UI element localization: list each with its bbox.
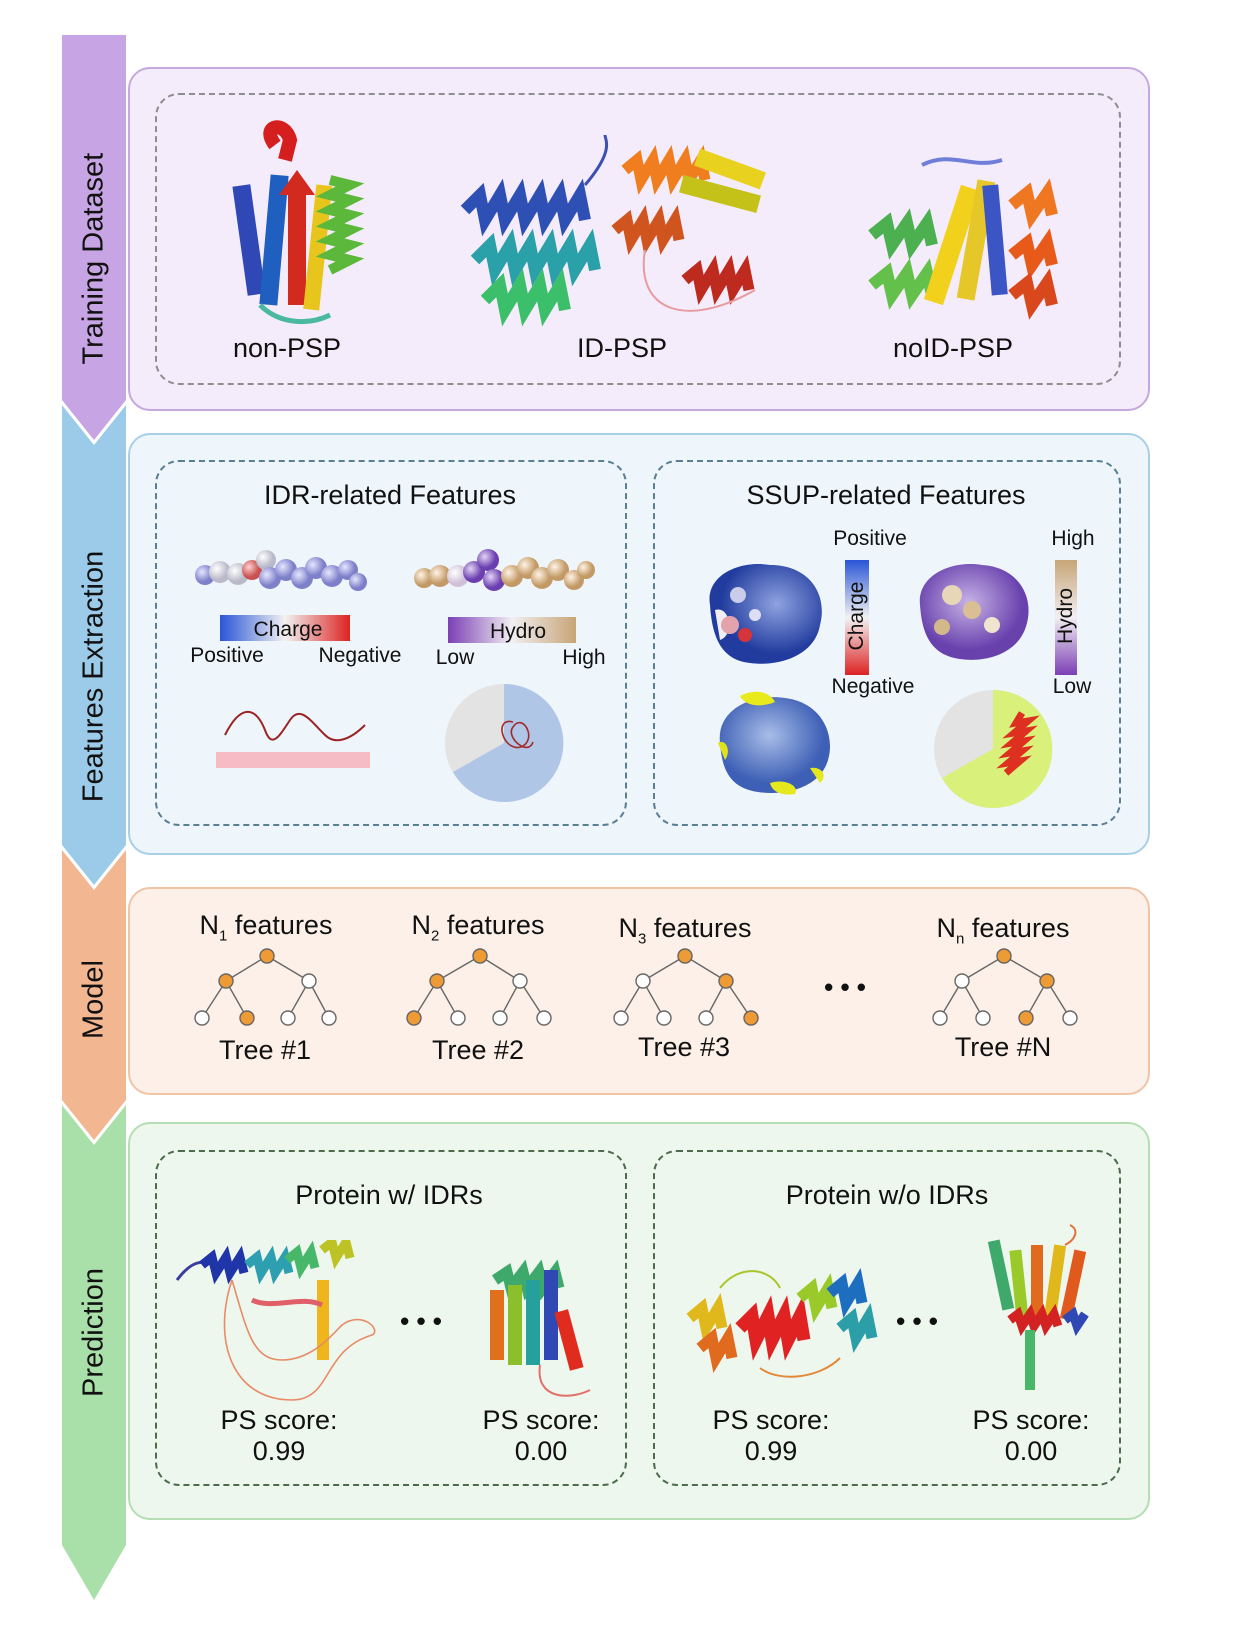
stage-arrow-features xyxy=(62,405,126,885)
tree-3-features-label: N3 features xyxy=(618,913,752,948)
protein-structure-non-psp xyxy=(232,120,365,325)
prediction-idr-score-2-label: PS score: xyxy=(482,1405,600,1435)
ssup-hydro-low-label: Low xyxy=(1052,675,1092,698)
tree-n-label: Tree #N xyxy=(954,1032,1052,1062)
stage-arrow-bar xyxy=(62,35,126,1600)
predicted-protein-idr-high xyxy=(175,1240,376,1401)
stage-label-model: Model xyxy=(77,960,110,1039)
tree-2-features-label: N2 features xyxy=(411,910,545,945)
tree-n-features-label: Nn features xyxy=(936,913,1070,948)
predicted-protein-no-idr-low xyxy=(987,1224,1089,1390)
idr-charge-negative-label: Negative xyxy=(318,644,402,667)
idr-hydro-label: Hydro xyxy=(489,620,547,643)
ssup-surface-patch-model xyxy=(718,691,831,795)
idr-charge-colorbar xyxy=(220,615,350,641)
idr-hydro-sphere-model xyxy=(414,549,595,591)
ssup-hydro-high-label: High xyxy=(1051,527,1095,550)
prediction-no-idr-ellipsis: • • • xyxy=(896,1306,938,1336)
training-label-non-psp: non-PSP xyxy=(232,333,342,363)
idr-disorder-profile xyxy=(216,710,370,768)
idr-hydro-colorbar xyxy=(448,617,576,643)
ssup-charge-negative-label: Negative xyxy=(831,675,915,698)
prediction-no-idr-title: Protein w/o IDRs xyxy=(785,1180,989,1210)
stage-arrow-prediction xyxy=(62,1105,126,1600)
ssup-charge-label: Charge xyxy=(845,581,868,651)
prediction-no-idr-score-2-value: 0.00 xyxy=(1004,1436,1058,1466)
prediction-no-idr-score-1-label: PS score: xyxy=(712,1405,830,1435)
stage-label-training: Training Dataset xyxy=(77,152,110,365)
ssup-features-frame xyxy=(653,460,1121,826)
protein-structure-noid-psp xyxy=(868,157,1058,320)
tree-3-label: Tree #3 xyxy=(637,1032,731,1062)
training-dataset-frame xyxy=(155,93,1121,385)
ssup-features-title: SSUP-related Features xyxy=(746,480,1026,510)
prediction-no-idr-score-1-value: 0.99 xyxy=(744,1436,798,1466)
ssup-hydro-surface xyxy=(919,564,1029,660)
training-label-id-psp: ID-PSP xyxy=(576,333,668,363)
ssup-hydro-colorbar xyxy=(1055,560,1077,675)
idr-disorder-pie xyxy=(445,683,564,802)
idr-charge-positive-label: Positive xyxy=(190,644,264,667)
model-panel xyxy=(128,887,1150,1095)
stage-arrow-training xyxy=(62,35,126,440)
idr-features-frame xyxy=(155,460,627,826)
training-label-noid-psp: noID-PSP xyxy=(892,333,1014,363)
idr-charge-label: Charge xyxy=(253,618,323,641)
prediction-idr-frame xyxy=(155,1150,627,1486)
prediction-idr-title: Protein w/ IDRs xyxy=(295,1180,483,1210)
idr-charge-sphere-model xyxy=(195,550,367,591)
tree-2-label: Tree #2 xyxy=(431,1035,525,1065)
prediction-no-idr-frame xyxy=(653,1150,1121,1486)
predicted-protein-idr-low xyxy=(490,1259,591,1397)
prediction-no-idr-score-2-label: PS score: xyxy=(972,1405,1090,1435)
stage-label-features: Features Extraction xyxy=(77,550,110,803)
stage-label-prediction: Prediction xyxy=(77,1268,110,1397)
ssup-charge-positive-label: Positive xyxy=(833,527,907,550)
protein-structure-id-psp xyxy=(460,134,766,327)
ssup-charge-surface xyxy=(709,564,822,664)
ssup-hydro-label: Hydro xyxy=(1054,587,1077,645)
predicted-protein-no-idr-high xyxy=(686,1267,878,1378)
tree-1-label: Tree #1 xyxy=(218,1035,312,1065)
idr-hydro-high-label: High xyxy=(562,646,606,669)
prediction-panel xyxy=(128,1122,1150,1520)
ssup-charge-colorbar xyxy=(845,560,869,675)
model-ellipsis: • • • xyxy=(824,972,866,1002)
decision-trees xyxy=(194,948,1078,1026)
stage-arrow-model xyxy=(62,850,126,1140)
prediction-idr-score-1-label: PS score: xyxy=(220,1405,338,1435)
prediction-idr-score-2-value: 0.00 xyxy=(514,1436,568,1466)
idr-hydro-low-label: Low xyxy=(435,646,475,669)
idr-features-title: IDR-related Features xyxy=(263,480,517,510)
ssup-structure-pie xyxy=(934,689,1053,808)
prediction-idr-score-1-value: 0.99 xyxy=(252,1436,306,1466)
tree-1-features-label: N1 features xyxy=(199,910,333,945)
prediction-idr-ellipsis: • • • xyxy=(400,1306,442,1336)
